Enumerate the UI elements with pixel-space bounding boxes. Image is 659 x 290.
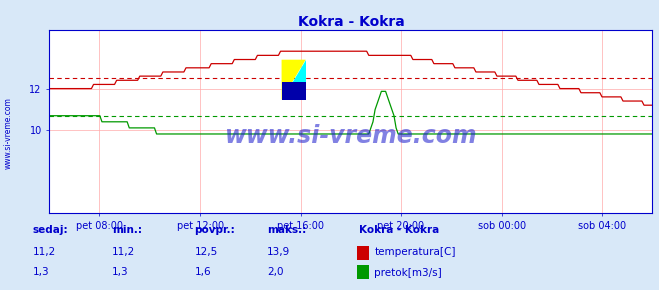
- Polygon shape: [281, 60, 306, 100]
- Text: pretok[m3/s]: pretok[m3/s]: [374, 267, 442, 278]
- Text: www.si-vreme.com: www.si-vreme.com: [4, 97, 13, 169]
- Text: 2,0: 2,0: [267, 267, 283, 278]
- Text: 12,5: 12,5: [194, 247, 217, 257]
- Text: min.:: min.:: [112, 225, 142, 235]
- Text: 1,3: 1,3: [112, 267, 129, 278]
- Text: povpr.:: povpr.:: [194, 225, 235, 235]
- Text: 13,9: 13,9: [267, 247, 290, 257]
- Text: 1,6: 1,6: [194, 267, 211, 278]
- Text: sedaj:: sedaj:: [33, 225, 69, 235]
- Text: Kokra - Kokra: Kokra - Kokra: [359, 225, 440, 235]
- Text: temperatura[C]: temperatura[C]: [374, 247, 456, 257]
- Text: 1,3: 1,3: [33, 267, 49, 278]
- Text: maks.:: maks.:: [267, 225, 306, 235]
- Text: 11,2: 11,2: [33, 247, 56, 257]
- Title: Kokra - Kokra: Kokra - Kokra: [298, 15, 404, 29]
- Text: www.si-vreme.com: www.si-vreme.com: [225, 124, 477, 148]
- Polygon shape: [281, 82, 306, 100]
- Text: 11,2: 11,2: [112, 247, 135, 257]
- Polygon shape: [281, 60, 306, 100]
